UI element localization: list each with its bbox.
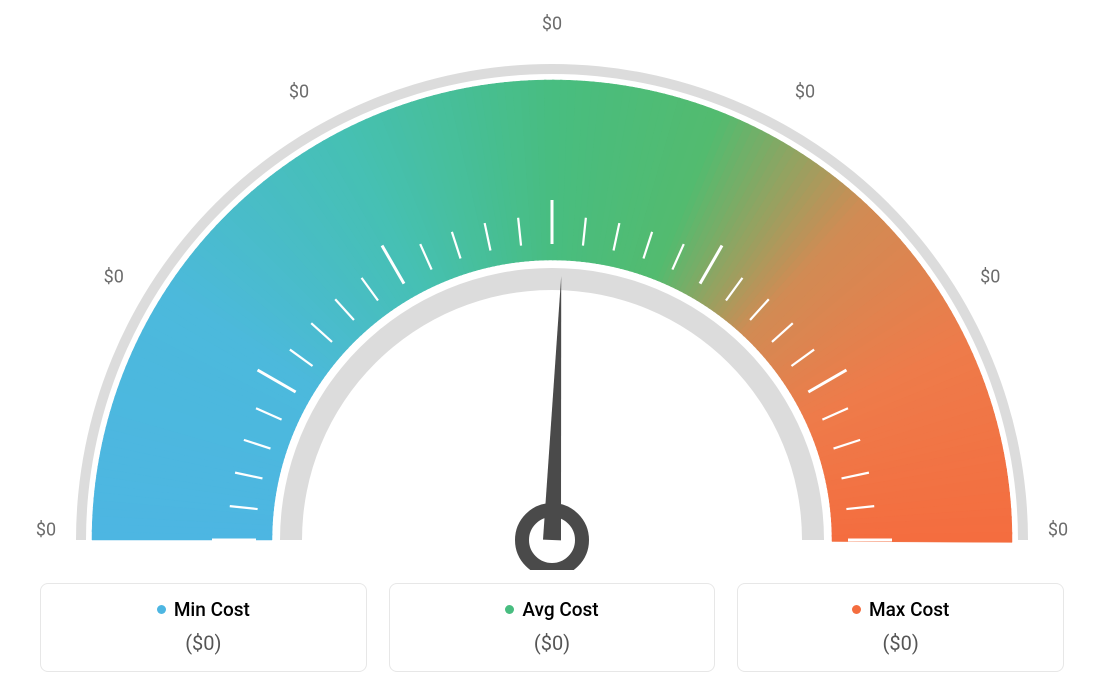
legend-dot-max bbox=[852, 605, 861, 614]
legend-label-max: Max Cost bbox=[869, 598, 949, 621]
gauge-chart: $0 $0 $0 $0 $0 $0 $0 bbox=[0, 0, 1104, 560]
legend-title-min: Min Cost bbox=[157, 598, 250, 621]
gauge-tick-label: $0 bbox=[104, 267, 124, 288]
legend-dot-avg bbox=[505, 605, 514, 614]
legend-dot-min bbox=[157, 605, 166, 614]
legend-row: Min Cost ($0) Avg Cost ($0) Max Cost ($0… bbox=[40, 583, 1064, 672]
legend-card-max: Max Cost ($0) bbox=[737, 583, 1064, 672]
legend-value-max: ($0) bbox=[748, 631, 1053, 655]
gauge-tick-label: $0 bbox=[289, 81, 309, 102]
gauge-tick-label: $0 bbox=[1048, 520, 1068, 541]
legend-card-avg: Avg Cost ($0) bbox=[389, 583, 716, 672]
gauge-svg bbox=[0, 10, 1104, 570]
gauge-tick-label: $0 bbox=[795, 81, 815, 102]
gauge-tick-label: $0 bbox=[36, 520, 56, 541]
legend-title-max: Max Cost bbox=[852, 598, 949, 621]
gauge-tick-label: $0 bbox=[542, 14, 562, 35]
legend-card-min: Min Cost ($0) bbox=[40, 583, 367, 672]
legend-value-min: ($0) bbox=[51, 631, 356, 655]
gauge-tick-label: $0 bbox=[980, 267, 1000, 288]
legend-title-avg: Avg Cost bbox=[505, 598, 598, 621]
legend-label-avg: Avg Cost bbox=[522, 598, 598, 621]
legend-value-avg: ($0) bbox=[400, 631, 705, 655]
legend-label-min: Min Cost bbox=[174, 598, 250, 621]
